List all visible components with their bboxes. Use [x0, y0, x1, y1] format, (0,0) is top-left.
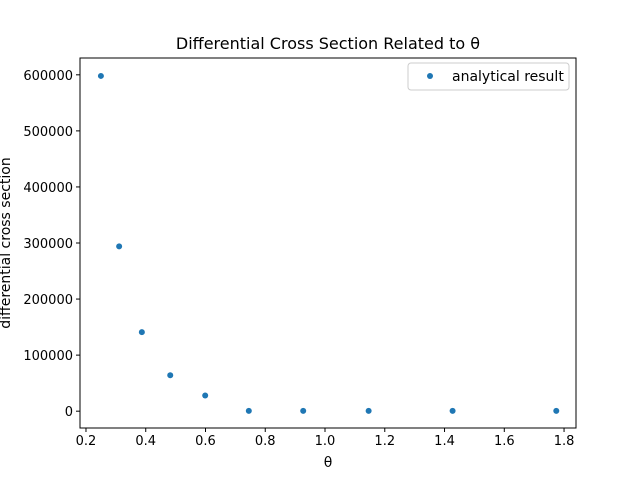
data-point	[553, 407, 560, 414]
data-point	[167, 372, 174, 379]
chart-title: Differential Cross Section Related to θ	[176, 34, 480, 53]
data-point	[300, 407, 307, 414]
y-tick-label: 600000	[23, 69, 73, 84]
x-axis-label: θ	[324, 455, 333, 471]
x-tick-label: 1.6	[494, 434, 515, 449]
x-tick-label: 0.8	[255, 434, 276, 449]
x-tick-label: 0.6	[195, 434, 216, 449]
y-tick-label: 0	[65, 405, 73, 420]
data-points	[97, 72, 560, 414]
x-tick-label: 0.2	[76, 434, 97, 449]
x-tick-label: 1.0	[315, 434, 336, 449]
legend-box	[407, 62, 570, 91]
plot-area-frame	[79, 57, 577, 429]
x-tick-label: 1.8	[554, 434, 575, 449]
y-tick-label: 400000	[23, 181, 73, 196]
data-point	[365, 407, 372, 414]
data-point	[449, 407, 456, 414]
x-tick-label: 1.2	[374, 434, 395, 449]
y-tick-label: 500000	[23, 125, 73, 140]
data-point	[97, 72, 104, 79]
y-tick-label: 200000	[23, 293, 73, 308]
legend-marker	[427, 73, 433, 79]
legend-label: analytical result	[452, 69, 564, 85]
data-point	[245, 407, 252, 414]
x-axis-ticks: 0.2 0.4 0.6 0.8 1.0 1.2 1.4 1.6 1.8	[76, 428, 575, 449]
y-tick-label: 300000	[23, 237, 73, 252]
data-point	[202, 392, 209, 399]
y-axis-label: differential cross section	[0, 157, 14, 328]
y-axis-ticks: 0 100000 200000 300000 400000 500000 600000	[23, 69, 80, 420]
legend: analytical result	[407, 62, 570, 91]
x-tick-label: 0.4	[135, 434, 156, 449]
data-point	[116, 243, 123, 250]
y-tick-label: 100000	[23, 349, 73, 364]
x-tick-label: 1.4	[434, 434, 455, 449]
data-point	[138, 329, 145, 336]
